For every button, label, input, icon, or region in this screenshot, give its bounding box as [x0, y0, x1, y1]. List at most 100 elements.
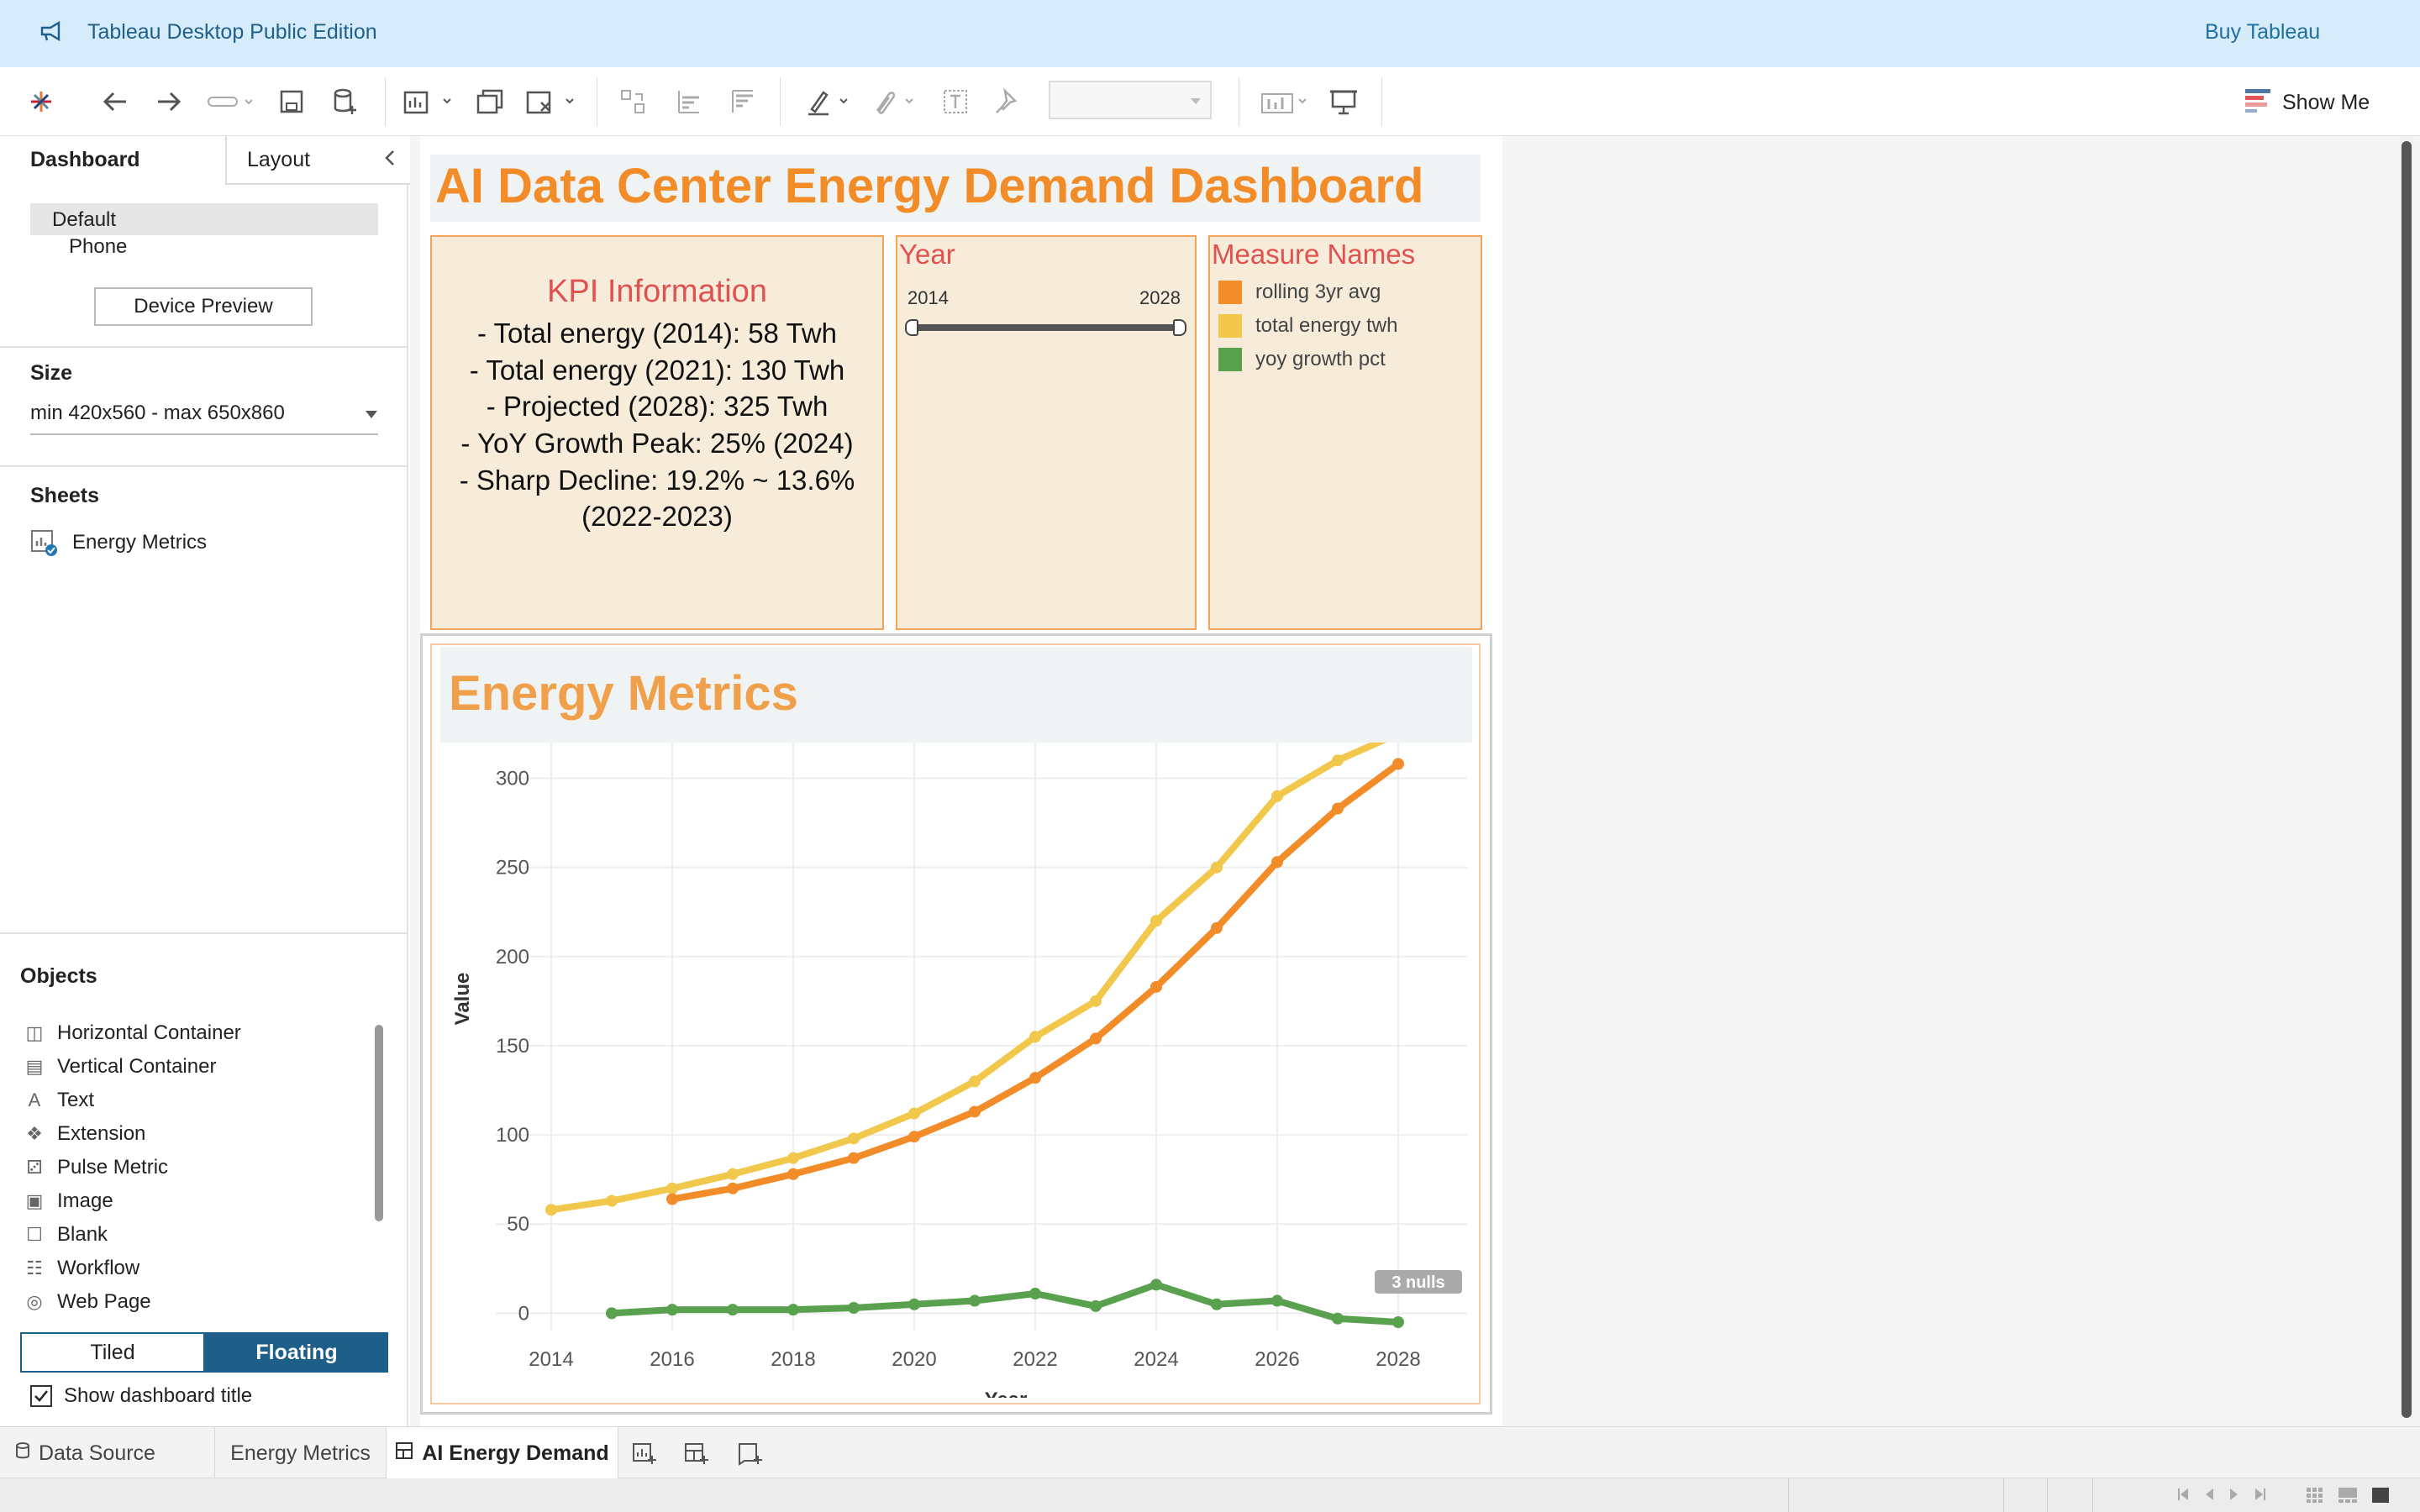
tableau-logo-icon[interactable]: [24, 84, 59, 119]
buy-tableau-link[interactable]: Buy Tableau: [2205, 20, 2321, 44]
new-worksheet-tab-icon[interactable]: [632, 1427, 666, 1479]
y-tick-label: 100: [496, 1124, 529, 1147]
app-title: Tableau Desktop Public Edition: [87, 20, 377, 44]
tab-layout[interactable]: Layout: [225, 136, 410, 185]
view-mode-switch: [2306, 1487, 2390, 1508]
tiled-button[interactable]: Tiled: [20, 1332, 205, 1373]
first-sheet-icon[interactable]: [2176, 1487, 2190, 1506]
y-tick-label: 250: [496, 857, 529, 879]
data-point: [1150, 1278, 1162, 1291]
sheets-title: Sheets: [30, 484, 99, 507]
extension-icon: ❖: [26, 1123, 43, 1144]
duplicate-sheet-icon[interactable]: [472, 84, 508, 119]
show-me-label: Show Me: [2282, 90, 2370, 114]
data-point: [848, 1302, 860, 1315]
data-point: [1211, 861, 1223, 874]
data-point: [908, 1131, 920, 1143]
device-preview-button[interactable]: Device Preview: [94, 287, 313, 326]
legend-label: yoy growth pct: [1255, 348, 1386, 370]
undo-icon[interactable]: [97, 84, 133, 119]
filmstrip-view-icon[interactable]: [2338, 1487, 2358, 1508]
single-view-icon[interactable]: [2371, 1487, 2390, 1508]
object-web-page[interactable]: ◎ Web Page: [24, 1287, 150, 1317]
highlight-icon[interactable]: [802, 84, 860, 119]
data-point: [1392, 1316, 1404, 1328]
energy-metrics-chart[interactable]: 2014 2016 2018 2020 2022 2024 2026 2028 0 50 100 15…: [440, 743, 1472, 1398]
grid-view-icon[interactable]: [2306, 1487, 2324, 1508]
scrollbar-thumb[interactable]: [2402, 141, 2412, 1418]
new-data-source-icon[interactable]: [328, 84, 363, 119]
kpi-card[interactable]: KPI Information - Total energy (2014): 5…: [430, 235, 884, 630]
collapse-panel-icon[interactable]: [383, 148, 397, 172]
fix-axes-icon[interactable]: [990, 84, 1025, 119]
tab-ai-energy-demand[interactable]: AI Energy Demand: [387, 1427, 618, 1479]
horizontal-container-icon: ◫: [25, 1022, 44, 1043]
size-dropdown[interactable]: min 420x560 - max 650x860: [30, 400, 378, 435]
new-story-tab-icon[interactable]: [738, 1427, 771, 1479]
data-point: [1150, 915, 1162, 927]
swap-rows-columns-icon[interactable]: [615, 84, 650, 119]
last-sheet-icon[interactable]: [2254, 1487, 2267, 1506]
object-horizontal-container[interactable]: ◫ Horizontal Container: [24, 1018, 241, 1048]
fit-dropdown[interactable]: [1049, 81, 1212, 119]
database-icon: [15, 1441, 30, 1466]
show-mark-labels-icon[interactable]: [938, 84, 973, 119]
year-max-handle[interactable]: [1173, 319, 1186, 336]
object-extension[interactable]: ❖ Extension: [24, 1119, 145, 1149]
group-members-icon[interactable]: [867, 84, 926, 119]
tab-dashboard[interactable]: Dashboard: [0, 136, 225, 183]
dashboard-title-text: AI Data Center Energy Demand Dashboard: [435, 159, 1424, 213]
object-pulse-metric[interactable]: ⚂ Pulse Metric: [24, 1152, 168, 1183]
data-point: [787, 1168, 799, 1180]
legend-title: Measure Names: [1212, 239, 1416, 270]
year-range-slider[interactable]: [911, 324, 1183, 331]
announcement-icon[interactable]: [39, 18, 64, 48]
redo-icon[interactable]: [151, 84, 187, 119]
object-image[interactable]: ▣ Image: [24, 1186, 113, 1216]
show-title-label: Show dashboard title: [64, 1384, 253, 1407]
device-phone[interactable]: Phone: [69, 235, 128, 258]
data-point: [727, 1168, 739, 1180]
new-dashboard-tab-icon[interactable]: [684, 1427, 718, 1479]
object-vertical-container[interactable]: ▤ Vertical Container: [24, 1052, 217, 1082]
canvas-scrollbar[interactable]: [2400, 136, 2413, 1418]
redirect-icon[interactable]: [205, 84, 255, 119]
device-default[interactable]: Default: [30, 203, 378, 235]
sheet-item-energy-metrics[interactable]: Energy Metrics: [30, 529, 207, 556]
legend-item-total[interactable]: total energy twh: [1218, 314, 1397, 338]
object-workflow[interactable]: ☷ Workflow: [24, 1253, 139, 1284]
sort-descending-icon[interactable]: [724, 84, 760, 119]
data-point: [908, 1298, 920, 1310]
next-sheet-icon[interactable]: [2228, 1487, 2240, 1506]
tab-energy-metrics[interactable]: Energy Metrics: [215, 1427, 387, 1479]
year-min-handle[interactable]: [905, 319, 918, 336]
sort-ascending-icon[interactable]: [671, 84, 706, 119]
clear-sheet-icon[interactable]: [523, 84, 581, 119]
floating-button[interactable]: Floating: [205, 1332, 388, 1373]
sheet-tabs-bar: Data Source Energy Metrics AI Energy Dem…: [0, 1426, 2420, 1479]
object-label: Text: [57, 1089, 95, 1111]
data-point: [848, 1132, 860, 1145]
object-text[interactable]: A Text: [24, 1085, 94, 1116]
save-icon[interactable]: [274, 84, 309, 119]
new-worksheet-icon[interactable]: [400, 84, 459, 119]
show-cards-icon[interactable]: [1257, 84, 1316, 119]
kpi-line: - Total energy (2014): 58 Twh: [476, 318, 838, 349]
size-title: Size: [30, 361, 73, 385]
object-blank[interactable]: ☐ Blank: [24, 1220, 108, 1250]
data-point: [787, 1152, 799, 1164]
tab-data-source[interactable]: Data Source: [0, 1427, 215, 1479]
previous-sheet-icon[interactable]: [2203, 1487, 2215, 1506]
show-me-button[interactable]: Show Me: [2245, 84, 2370, 121]
tab-label: Data Source: [39, 1441, 155, 1465]
legend-item-yoy[interactable]: yoy growth pct: [1218, 348, 1386, 371]
kpi-title: KPI Information: [547, 274, 767, 309]
vertical-container-icon: ▤: [25, 1056, 44, 1077]
presentation-mode-icon[interactable]: [1326, 84, 1361, 119]
text-icon: A: [28, 1089, 41, 1110]
legend-item-rolling[interactable]: rolling 3yr avg: [1218, 281, 1381, 304]
x-tick-label: 2026: [1255, 1348, 1299, 1371]
show-title-toggle[interactable]: Show dashboard title: [30, 1384, 252, 1408]
checkbox[interactable]: [30, 1385, 52, 1407]
objects-scrollbar[interactable]: [375, 1025, 383, 1221]
